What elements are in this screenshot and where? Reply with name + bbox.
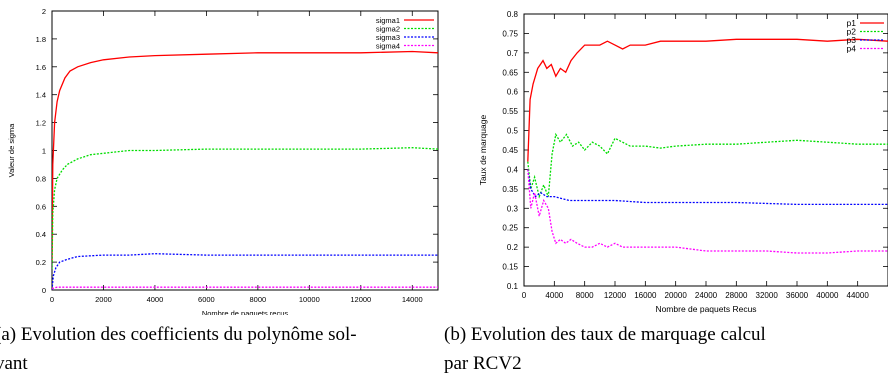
x-tick-label: 16000 bbox=[634, 291, 657, 300]
y-tick-label: 0.2 bbox=[507, 243, 519, 252]
x-tick-label: 0 bbox=[522, 291, 527, 300]
legend-label: sigma4 bbox=[376, 42, 400, 51]
series-line-sigma4 bbox=[52, 286, 438, 290]
series-line-sigma3 bbox=[52, 253, 438, 290]
y-tick-label: 0.5 bbox=[507, 127, 519, 136]
y-tick-label: 1 bbox=[42, 147, 46, 156]
x-tick-label: 8000 bbox=[576, 291, 594, 300]
series-line-sigma2 bbox=[52, 147, 438, 270]
x-tick-label: 12000 bbox=[604, 291, 627, 300]
x-tick-label: 28000 bbox=[725, 291, 748, 300]
caption-b-line1: (b) Evolution des taux de marquage calcu… bbox=[444, 324, 766, 345]
y-tick-label: 0.7 bbox=[507, 49, 519, 58]
x-tick-label: 36000 bbox=[786, 291, 809, 300]
y-tick-label: 2 bbox=[42, 7, 46, 16]
y-tick-label: 0.25 bbox=[502, 224, 518, 233]
legend-label: sigma2 bbox=[376, 25, 400, 34]
y-tick-label: 0.1 bbox=[507, 282, 519, 291]
caption-b: (b) Evolution des taux de marquage calcu… bbox=[444, 320, 888, 382]
legend-label: p2 bbox=[847, 27, 857, 37]
x-axis-label: Nombre de paquets Recus bbox=[655, 304, 756, 314]
x-tick-label: 24000 bbox=[695, 291, 718, 300]
y-tick-label: 0.2 bbox=[36, 258, 46, 267]
y-axis-label: Valeur de sigma bbox=[7, 123, 16, 177]
plot-frame bbox=[523, 13, 888, 287]
chart-a: 0 0.2 0.4 0.6 0.8 1 1.2 1.4 1.6 1.8 2 0 2000 4000 6000… bbox=[7, 7, 439, 315]
caption-b-line2: par RCV2 bbox=[444, 353, 522, 374]
y-tick-label: 1.2 bbox=[36, 119, 46, 128]
x-tick-label: 8000 bbox=[250, 295, 267, 304]
y-tick-label: 0.6 bbox=[36, 202, 46, 211]
caption-a-line2: vant bbox=[0, 353, 28, 374]
x-tick-label: 32000 bbox=[756, 291, 779, 300]
series-line-p1 bbox=[527, 38, 888, 162]
y-tick-label: 0.8 bbox=[36, 174, 46, 183]
y-tick-label: 0.55 bbox=[502, 107, 518, 116]
caption-a-line1: (a) Evolution des coefficients du polynô… bbox=[0, 324, 357, 345]
y-tick-label: 0.35 bbox=[502, 185, 518, 194]
legend-label: p1 bbox=[847, 18, 857, 28]
y-tick-label: 0.3 bbox=[507, 204, 519, 213]
y-tick-label: 0 bbox=[42, 286, 46, 295]
y-tick-label: 0.6 bbox=[507, 88, 519, 97]
x-tick-label: 44000 bbox=[847, 291, 870, 300]
legend-label: p3 bbox=[847, 35, 857, 45]
legend-label: sigma1 bbox=[376, 16, 400, 25]
legend-label: sigma3 bbox=[376, 33, 400, 42]
y-tick-label: 0.4 bbox=[36, 230, 46, 239]
y-tick-label: 1.8 bbox=[36, 35, 46, 44]
x-tick-label: 14000 bbox=[402, 295, 423, 304]
y-tick-label: 0.8 bbox=[507, 10, 519, 19]
x-tick-label: 4000 bbox=[545, 291, 563, 300]
x-tick-label: 2000 bbox=[95, 295, 112, 304]
x-tick-label: 40000 bbox=[816, 291, 839, 300]
x-axis-label: Nombre de paquets recus bbox=[202, 309, 289, 315]
series-line-p4 bbox=[527, 169, 888, 254]
x-tick-label: 10000 bbox=[299, 295, 320, 304]
y-tick-label: 0.75 bbox=[502, 29, 518, 38]
x-tick-label: 6000 bbox=[198, 295, 215, 304]
y-axis-label: Taux de marquage bbox=[478, 115, 488, 186]
chart-b: 0.1 0.15 0.2 0.25 0.3 0.35 0.4 0.45 0.5 0.55 0.6 0.… bbox=[478, 10, 888, 314]
caption-a: (a) Evolution des coefficients du polynô… bbox=[0, 320, 439, 382]
y-tick-label: 0.4 bbox=[507, 165, 519, 174]
series-line-p3 bbox=[527, 169, 888, 206]
legend-label: p4 bbox=[847, 44, 857, 54]
y-tick-label: 1.6 bbox=[36, 63, 46, 72]
x-tick-label: 20000 bbox=[665, 291, 688, 300]
y-tick-label: 0.15 bbox=[502, 263, 518, 272]
series-line-sigma1 bbox=[52, 50, 438, 263]
y-tick-label: 0.45 bbox=[502, 146, 518, 155]
y-tick-label: 0.65 bbox=[502, 68, 518, 77]
series-line-p2 bbox=[527, 132, 888, 199]
y-tick-label: 1.4 bbox=[36, 91, 46, 100]
x-tick-label: 0 bbox=[50, 295, 54, 304]
x-tick-label: 4000 bbox=[147, 295, 164, 304]
x-tick-label: 12000 bbox=[350, 295, 371, 304]
